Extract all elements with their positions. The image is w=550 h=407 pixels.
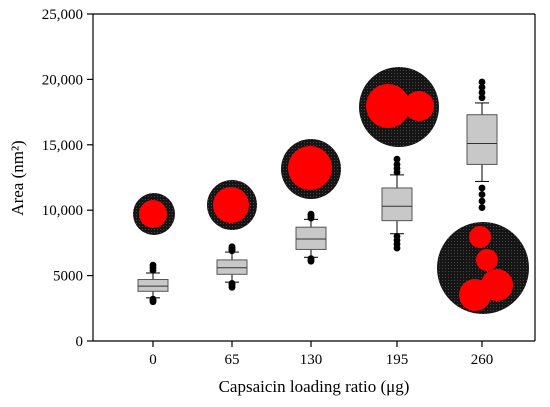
outlier-point (228, 243, 236, 251)
box-65 (216, 243, 248, 291)
box-260 (466, 78, 498, 211)
box-iqr (466, 114, 498, 165)
x-tick-label: 195 (386, 352, 409, 368)
x-tick-label: 65 (225, 352, 240, 368)
box-iqr (137, 279, 169, 292)
outlier-point (149, 261, 157, 269)
y-tick-label: 25,000 (42, 7, 83, 23)
y-axis-title: Area (nm²) (8, 140, 27, 215)
insets (133, 67, 529, 314)
particle-single-core-icon (281, 139, 341, 199)
x-tick-label: 260 (471, 352, 494, 368)
y-tick-label: 5000 (53, 269, 83, 285)
y-tick-label: 0 (76, 334, 84, 350)
outlier-point (307, 210, 315, 218)
boxes (137, 78, 498, 306)
x-tick-label: 130 (300, 352, 323, 368)
box-iqr (216, 259, 248, 275)
outlier-point (478, 89, 486, 96)
outlier-point (478, 83, 486, 91)
axes (92, 13, 536, 342)
y-ticks: 0 5000 10,000 15,000 20,000 25,000 (42, 7, 93, 350)
x-axis-title: Capsaicin loading ratio (μg) (219, 377, 410, 396)
y-tick-label: 10,000 (42, 203, 83, 219)
outlier-point (478, 204, 486, 211)
y-tick-label: 15,000 (42, 138, 83, 154)
outlier-point (478, 197, 486, 205)
outlier-point (393, 232, 401, 240)
particle-single-core-icon (133, 193, 175, 235)
outlier-point (478, 191, 486, 198)
outlier-point (478, 184, 486, 192)
box-195 (381, 155, 413, 252)
outlier-point (393, 155, 401, 163)
box-iqr (381, 187, 413, 222)
outlier-point (393, 161, 401, 168)
box-130 (295, 210, 327, 265)
outlier-point (478, 94, 486, 102)
outlier-point (149, 295, 157, 303)
box-iqr (295, 226, 327, 250)
box-0 (137, 261, 169, 306)
particle-double-core-icon (359, 67, 439, 147)
x-tick-label: 0 (149, 352, 157, 368)
particle-multi-core-icon (437, 222, 529, 314)
y-tick-label: 20,000 (42, 72, 83, 88)
outlier-point (228, 280, 236, 287)
x-ticks: 0 65 130 195 260 (149, 341, 493, 368)
particle-single-core-icon (207, 180, 257, 230)
outlier-point (478, 78, 486, 86)
outlier-point (307, 255, 315, 262)
